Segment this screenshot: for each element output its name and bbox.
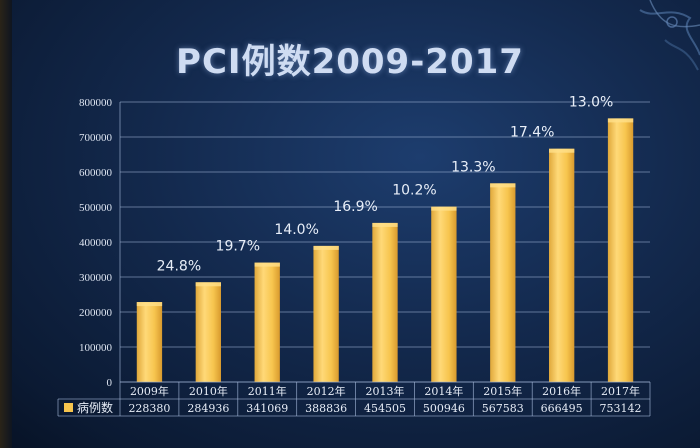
- bar: [254, 262, 280, 382]
- bar: [313, 245, 339, 382]
- growth-label: 24.8%: [157, 258, 201, 274]
- growth-label: 13.0%: [569, 94, 613, 110]
- bar-top: [136, 302, 163, 307]
- bar: [136, 302, 163, 382]
- y-tick-label: 100000: [79, 342, 113, 354]
- growth-label: 13.3%: [451, 159, 495, 175]
- y-tick-label: 400000: [79, 237, 113, 249]
- bar-top: [490, 183, 516, 188]
- bar: [490, 183, 516, 382]
- left-edge-frame: [0, 0, 12, 448]
- y-tick-label: 800000: [79, 97, 113, 109]
- bar-top: [254, 262, 280, 267]
- y-tick-label: 600000: [79, 167, 113, 179]
- x-tick-label: 2014年: [424, 384, 463, 398]
- x-tick-label: 2015年: [483, 384, 522, 398]
- y-tick-label: 700000: [79, 132, 113, 144]
- x-tick-label: 2011年: [248, 384, 287, 398]
- bar-top: [607, 118, 634, 123]
- x-tick-label: 2010年: [189, 384, 228, 398]
- x-tick-label: 2013年: [366, 384, 405, 398]
- growth-label: 14.0%: [274, 222, 318, 238]
- y-tick-label: 500000: [79, 202, 113, 214]
- x-tick-label: 2017年: [601, 384, 640, 398]
- x-tick-label: 2012年: [307, 384, 346, 398]
- table-value: 753142: [600, 402, 642, 415]
- legend-label: 病例数: [77, 400, 113, 415]
- table-value: 567583: [482, 402, 524, 415]
- bar: [372, 222, 398, 382]
- legend-swatch: [64, 403, 73, 412]
- bar: [549, 148, 575, 382]
- bar-top: [431, 206, 457, 211]
- growth-label: 16.9%: [333, 199, 377, 215]
- table-value: 388836: [305, 402, 347, 415]
- x-tick-label: 2009年: [130, 384, 169, 398]
- bar: [195, 282, 221, 382]
- bar: [431, 206, 457, 382]
- bar: [607, 118, 634, 382]
- bar-top: [549, 148, 575, 153]
- y-tick-label: 200000: [79, 307, 113, 319]
- chart-title: PCI例数2009-2017: [176, 42, 524, 82]
- bar-top: [195, 282, 221, 287]
- growth-label: 10.2%: [392, 183, 436, 199]
- growth-label: 19.7%: [216, 239, 260, 255]
- table-value: 500946: [423, 402, 465, 415]
- x-tick-label: 2016年: [542, 384, 581, 398]
- bar-top: [372, 222, 398, 227]
- table-value: 454505: [364, 402, 406, 415]
- bar-top: [313, 245, 339, 250]
- table-value: 284936: [187, 402, 229, 415]
- table-value: 666495: [541, 402, 583, 415]
- y-tick-label: 0: [107, 377, 113, 389]
- table-value: 228380: [128, 402, 170, 415]
- y-tick-label: 300000: [79, 272, 113, 284]
- corner-ornament-icon: [639, 0, 700, 71]
- growth-label: 17.4%: [510, 125, 554, 141]
- table-value: 341069: [246, 402, 288, 415]
